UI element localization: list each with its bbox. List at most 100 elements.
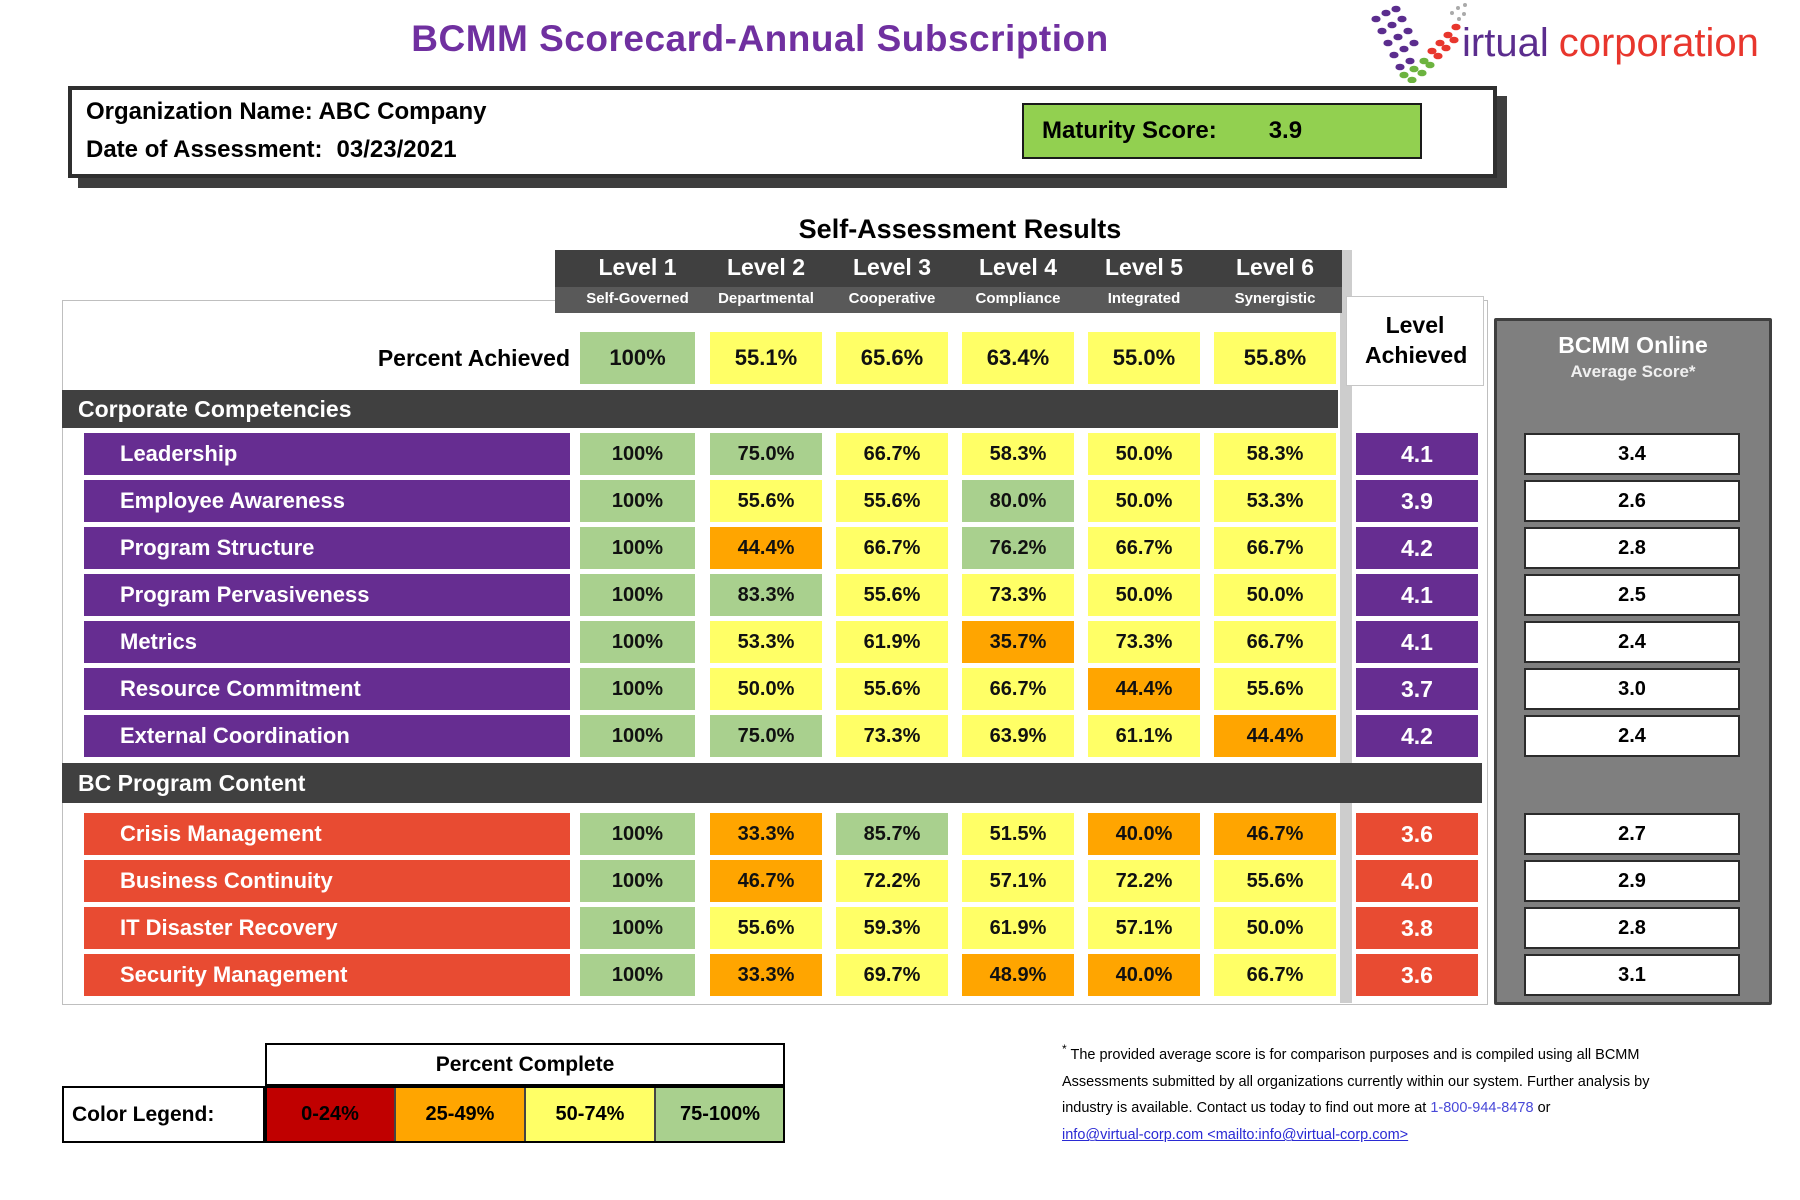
score-cell: 73.3% [962,574,1074,616]
level-subheader-bar [555,287,1342,313]
average-score-box: 3.4 [1524,433,1740,475]
score-cell: 66.7% [1214,954,1336,996]
legend-item: 50-74% [525,1086,655,1143]
row-label: Program Pervasiveness [84,574,570,616]
percent-achieved-cell: 65.6% [836,332,948,384]
level-achieved-cell: 4.1 [1356,574,1478,616]
score-cell: 61.9% [836,621,948,663]
column-separator [1340,250,1352,1003]
score-cell: 100% [580,954,695,996]
average-score-box: 2.6 [1524,480,1740,522]
level-achieved-cell: 3.8 [1356,907,1478,949]
average-score-box: 2.8 [1524,527,1740,569]
row-label: External Coordination [84,715,570,757]
level-subheader-label: Cooperative [848,290,936,307]
score-cell: 55.6% [836,574,948,616]
percent-achieved-cell: 55.0% [1088,332,1200,384]
virtual-corporation-logo: irtual corporation [1368,2,1788,84]
row-label: Resource Commitment [84,668,570,710]
score-cell: 44.4% [1214,715,1336,757]
score-cell: 100% [580,574,695,616]
score-cell: 44.4% [710,527,822,569]
percent-complete-header: Percent Complete [265,1043,785,1086]
score-cell: 100% [580,621,695,663]
score-cell: 50.0% [1214,574,1336,616]
percent-achieved-label: Percent Achieved [377,344,570,371]
score-cell: 59.3% [836,907,948,949]
logo-dots-v-icon [1371,3,1467,83]
level-achieved-cell: 3.6 [1356,954,1478,996]
score-cell: 55.6% [710,907,822,949]
legend-item: 0-24% [265,1086,395,1143]
average-score-box: 3.1 [1524,954,1740,996]
level-header-bar [555,250,1342,287]
score-cell: 50.0% [1088,433,1200,475]
level-header-label: Level 6 [1236,254,1314,280]
level-subheader-label: Departmental [718,290,814,307]
score-cell: 75.0% [710,715,822,757]
level-subheader-label: Compliance [975,290,1061,307]
logo-text-corporation: corporation [1558,20,1759,65]
assessment-date: Date of Assessment: 03/23/2021 [86,136,457,164]
score-cell: 53.3% [710,621,822,663]
percent-achieved-cell: 55.1% [710,332,822,384]
score-cell: 33.3% [710,954,822,996]
level-header-label: Level 3 [853,254,931,280]
bcmm-online-subtitle: Average Score* [1570,362,1696,381]
percent-achieved-cell: 55.8% [1214,332,1336,384]
row-label: IT Disaster Recovery [84,907,570,949]
row-label: Leadership [84,433,570,475]
score-cell: 100% [580,527,695,569]
score-cell: 63.9% [962,715,1074,757]
score-cell: 66.7% [1214,621,1336,663]
average-score-box: 2.8 [1524,907,1740,949]
score-cell: 50.0% [710,668,822,710]
score-cell: 40.0% [1088,813,1200,855]
score-cell: 83.3% [710,574,822,616]
level-subheader-label: Synergistic [1234,290,1316,307]
section-header: Corporate Competencies [62,390,1338,428]
page-title: BCMM Scorecard-Annual Subscription [411,18,1109,59]
score-cell: 72.2% [1088,860,1200,902]
level-header-label: Level 4 [979,254,1057,280]
maturity-score-label: Maturity Score: [1042,117,1217,144]
score-cell: 44.4% [1088,668,1200,710]
score-cell: 75.0% [710,433,822,475]
maturity-score-box: Maturity Score: 3.9 [1022,103,1422,159]
row-label: Metrics [84,621,570,663]
footnote-email-link[interactable]: info@virtual-corp.com <mailto:info@virtu… [1062,1127,1409,1144]
score-cell: 66.7% [1214,527,1336,569]
level-achieved-header: Level Achieved [1346,296,1484,386]
score-cell: 73.3% [836,715,948,757]
average-score-box: 2.4 [1524,621,1740,663]
score-cell: 55.6% [836,668,948,710]
level-header-label: Level 5 [1105,254,1183,280]
level-header-label: Level 1 [598,254,677,280]
level-subheader-label: Integrated [1107,290,1181,307]
average-score-box: 2.9 [1524,860,1740,902]
footnote-phone-link[interactable]: 1-800-944-8478 [1430,1100,1534,1117]
score-cell: 100% [580,860,695,902]
bcmm-online-title: BCMM Online [1558,332,1708,358]
average-score-box: 2.4 [1524,715,1740,757]
score-cell: 50.0% [1214,907,1336,949]
footnote-or: or [1533,1100,1551,1117]
maturity-score-value: 3.9 [1268,117,1303,144]
organization-info-box: Organization Name: ABC Company Date of A… [68,86,1497,178]
score-cell: 66.7% [962,668,1074,710]
score-cell: 76.2% [962,527,1074,569]
score-cell: 100% [580,668,695,710]
level-achieved-cell: 4.2 [1356,527,1478,569]
level-achieved-cell: 4.0 [1356,860,1478,902]
level-achieved-cell: 3.7 [1356,668,1478,710]
legend-item: 75-100% [655,1086,785,1143]
level-achieved-cell: 3.9 [1356,480,1478,522]
row-label: Crisis Management [84,813,570,855]
score-cell: 66.7% [1088,527,1200,569]
average-score-box: 3.0 [1524,668,1740,710]
average-score-box: 2.7 [1524,813,1740,855]
score-cell: 100% [580,480,695,522]
score-cell: 100% [580,433,695,475]
score-cell: 53.3% [1214,480,1336,522]
